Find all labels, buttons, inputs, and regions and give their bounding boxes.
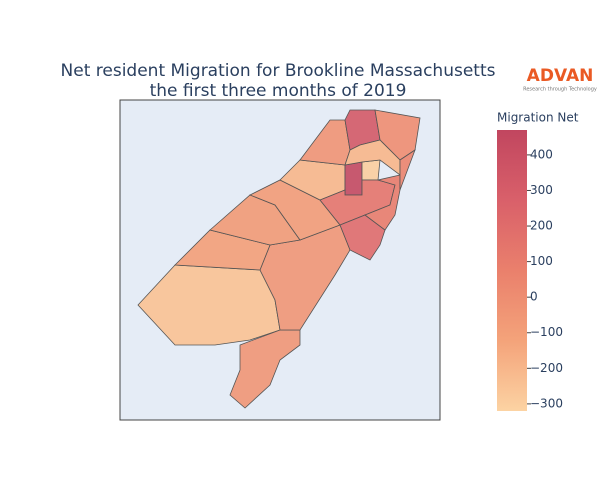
chart-title: Net resident Migration for Brookline Mas… <box>61 61 496 81</box>
chart-subtitle: the first three months of 2019 <box>150 81 407 101</box>
colorbar-tick-label: 200 <box>530 219 553 233</box>
region <box>399 148 416 191</box>
region <box>344 161 363 196</box>
colorbar-tick-label: 300 <box>530 183 553 197</box>
colorbar-tick-label: 100 <box>530 254 553 268</box>
colorbar-tick-label: 0 <box>530 290 538 304</box>
logo-name: ADVAN <box>527 66 594 86</box>
colorbar-tick-label: −200 <box>530 361 563 375</box>
colorbar-tick-label: −100 <box>530 325 563 339</box>
colorbar-tick-label: −300 <box>530 396 563 410</box>
colorbar <box>497 130 527 411</box>
colorbar-tick-label: 400 <box>530 147 553 161</box>
region <box>361 159 381 181</box>
logo-tagline: Research through Technology <box>523 87 597 93</box>
region <box>344 139 401 176</box>
colorbar-title: Migration Net <box>497 111 579 125</box>
